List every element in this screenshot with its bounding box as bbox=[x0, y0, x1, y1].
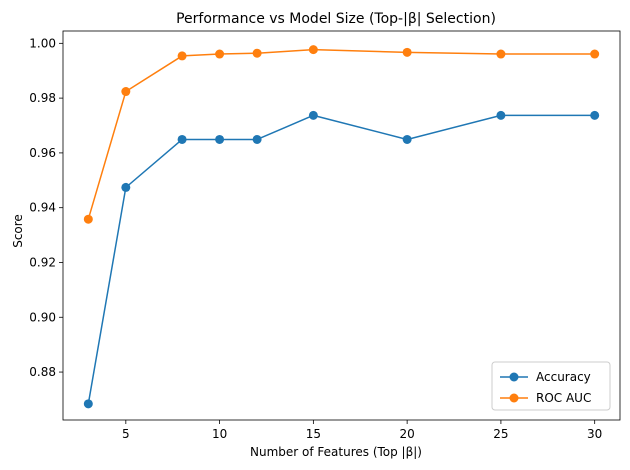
legend-label-1: ROC AUC bbox=[536, 391, 591, 405]
x-tick-label-0: 5 bbox=[122, 427, 130, 441]
y-tick-label-3: 0.94 bbox=[29, 201, 56, 215]
x-axis-label: Number of Features (Top |β|) bbox=[250, 445, 422, 459]
legend-marker-0 bbox=[509, 372, 519, 382]
legend-label-0: Accuracy bbox=[536, 370, 591, 384]
plot-area bbox=[62, 30, 621, 421]
data-point-0-5 bbox=[308, 110, 318, 120]
plot-frame bbox=[62, 30, 621, 421]
y-axis-label: Score bbox=[11, 214, 25, 248]
data-point-1-2 bbox=[177, 51, 187, 61]
data-point-1-5 bbox=[308, 45, 318, 55]
x-axis: 5 10 15 20 25 30 bbox=[122, 420, 602, 441]
data-point-1-1 bbox=[121, 87, 131, 97]
data-point-0-0 bbox=[83, 399, 93, 409]
data-point-1-8 bbox=[590, 49, 600, 59]
chart-title: Performance vs Model Size (Top-|β| Selec… bbox=[176, 11, 496, 27]
x-tick-label-1: 10 bbox=[212, 427, 227, 441]
y-tick-label-2: 0.92 bbox=[29, 255, 56, 269]
y-tick-label-5: 0.98 bbox=[29, 91, 56, 105]
data-point-1-0 bbox=[83, 214, 93, 224]
data-point-0-7 bbox=[496, 110, 506, 120]
data-point-1-7 bbox=[496, 49, 506, 59]
x-tick-label-5: 30 bbox=[587, 427, 602, 441]
data-point-0-1 bbox=[121, 182, 131, 192]
legend: Accuracy ROC AUC bbox=[491, 361, 611, 411]
y-tick-label-6: 1.00 bbox=[29, 36, 56, 50]
data-point-0-8 bbox=[590, 110, 600, 120]
data-point-0-3 bbox=[215, 134, 225, 144]
x-tick-label-3: 20 bbox=[399, 427, 414, 441]
legend-marker-1 bbox=[509, 393, 519, 403]
data-point-1-4 bbox=[252, 48, 262, 58]
x-tick-label-2: 15 bbox=[306, 427, 321, 441]
y-tick-label-4: 0.96 bbox=[29, 146, 56, 160]
y-axis: 0.88 0.90 0.92 0.94 0.96 0.98 1.00 bbox=[29, 36, 63, 379]
data-point-0-2 bbox=[177, 134, 187, 144]
data-point-1-3 bbox=[215, 49, 225, 59]
data-point-0-4 bbox=[252, 134, 262, 144]
y-tick-label-0: 0.88 bbox=[29, 365, 56, 379]
x-tick-label-4: 25 bbox=[493, 427, 508, 441]
y-tick-label-1: 0.90 bbox=[29, 310, 56, 324]
data-point-1-6 bbox=[402, 47, 412, 57]
data-point-0-6 bbox=[402, 134, 412, 144]
